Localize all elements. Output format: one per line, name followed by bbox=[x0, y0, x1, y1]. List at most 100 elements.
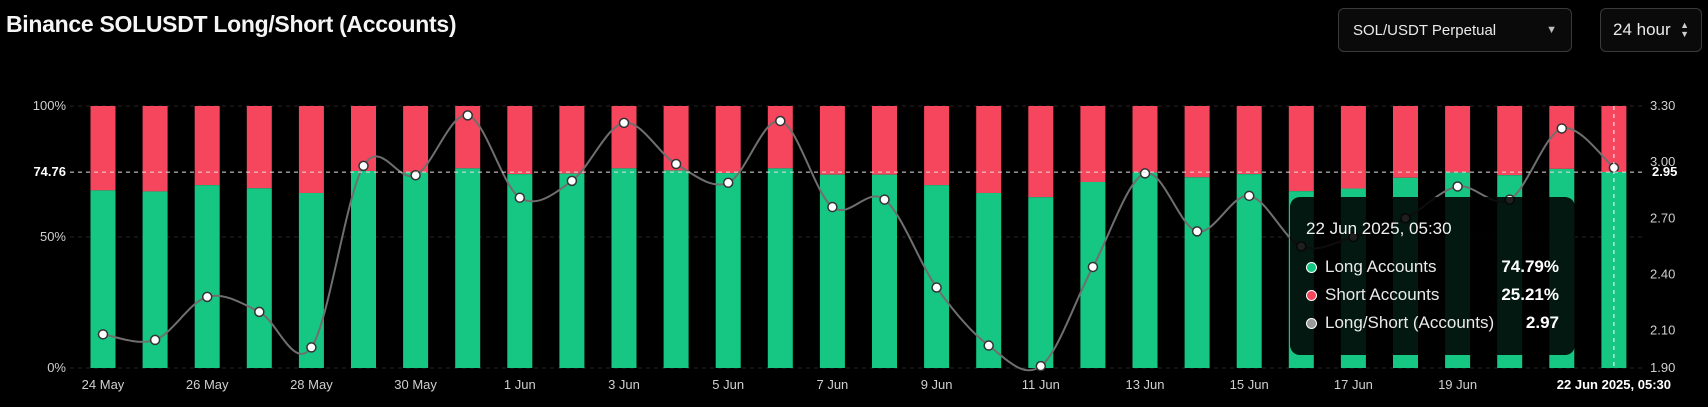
ratio-point bbox=[514, 192, 526, 203]
x-tick-label: 5 Jun bbox=[712, 377, 744, 392]
x-crosshair-label: 22 Jun 2025, 05:30 bbox=[1557, 377, 1671, 392]
page-title: Binance SOLUSDT Long/Short (Accounts) bbox=[6, 11, 457, 37]
tooltip-value: 25.21% bbox=[1501, 285, 1559, 304]
long-bar bbox=[559, 173, 585, 368]
ratio-point bbox=[1191, 226, 1203, 237]
ratio-point bbox=[254, 306, 265, 318]
long-bar bbox=[455, 168, 481, 368]
short-bar bbox=[403, 106, 429, 173]
ratio-point bbox=[149, 334, 161, 346]
ratio-point bbox=[1243, 190, 1255, 202]
short-bar bbox=[715, 106, 741, 174]
ratio-point bbox=[462, 110, 473, 121]
x-tick-label: 26 May bbox=[186, 377, 229, 392]
tooltip: 22 Jun 2025, 05:30 Long Accounts 74.79% … bbox=[1290, 197, 1575, 355]
interval-select[interactable]: 24 hour ▲ ▼ bbox=[1600, 8, 1702, 52]
interval-select-value: 24 hour bbox=[1613, 20, 1671, 39]
long-bar bbox=[872, 174, 897, 368]
left-tick-label: 100% bbox=[33, 98, 67, 113]
short-bar bbox=[924, 106, 950, 186]
short-bar bbox=[194, 106, 220, 186]
x-tick-label: 9 Jun bbox=[921, 377, 953, 392]
long-bar bbox=[1184, 177, 1210, 368]
up-down-chevron-icon: ▲ ▼ bbox=[1680, 20, 1689, 39]
crosshair-left-label: 74.76 bbox=[33, 164, 66, 179]
long-bar bbox=[507, 174, 533, 368]
x-tick-label: 1 Jun bbox=[504, 377, 536, 392]
symbol-select[interactable]: SOL/USDT Perpetual ▼ bbox=[1338, 8, 1572, 52]
short-bar bbox=[819, 106, 845, 175]
short-bar bbox=[246, 106, 272, 189]
x-tick-label: 28 May bbox=[290, 377, 333, 392]
crosshair: 74.76 2.95 bbox=[33, 106, 1677, 368]
long-bar bbox=[246, 188, 272, 368]
x-tick-label: 24 May bbox=[82, 377, 125, 392]
ratio-point bbox=[358, 160, 369, 172]
ratio-point bbox=[1556, 123, 1568, 134]
long-bar bbox=[611, 168, 637, 368]
x-tick-label: 13 Jun bbox=[1125, 377, 1164, 392]
tooltip-label: Long Accounts bbox=[1325, 257, 1437, 276]
short-bar bbox=[559, 106, 585, 174]
short-bar bbox=[298, 106, 324, 193]
x-tick-label: 3 Jun bbox=[608, 377, 640, 392]
short-bar bbox=[872, 106, 897, 175]
ratio-point bbox=[410, 169, 421, 181]
long-bar bbox=[403, 172, 429, 368]
ratio-point bbox=[879, 194, 890, 205]
long-bar bbox=[1028, 197, 1054, 368]
long-bar bbox=[298, 192, 324, 368]
tooltip-value: 2.97 bbox=[1525, 313, 1559, 332]
ratio-point bbox=[931, 282, 942, 293]
long-bar bbox=[351, 170, 376, 368]
long-bar bbox=[663, 170, 689, 368]
short-bar bbox=[351, 106, 376, 171]
short-bar bbox=[1393, 106, 1418, 178]
x-tick-label: 30 May bbox=[394, 377, 437, 392]
tooltip-date: 22 Jun 2025, 05:30 bbox=[1306, 219, 1452, 238]
ratio-point bbox=[722, 177, 734, 188]
short-bar bbox=[611, 106, 637, 169]
long-bar bbox=[715, 173, 741, 368]
right-tick-label: 2.10 bbox=[1650, 323, 1675, 338]
short-bar bbox=[1184, 106, 1210, 178]
left-tick-label: 50% bbox=[40, 229, 66, 244]
long-legend-dot bbox=[1306, 261, 1317, 273]
right-tick-label: 3.00 bbox=[1650, 154, 1675, 169]
tooltip-row-short: Short Accounts 25.21% bbox=[1306, 281, 1559, 309]
tooltip-label: Long/Short (Accounts) bbox=[1325, 313, 1495, 332]
left-tick-label: 0% bbox=[47, 360, 66, 375]
short-bar bbox=[767, 106, 793, 169]
ratio-point bbox=[1087, 261, 1099, 273]
long-bar bbox=[767, 168, 793, 368]
symbol-select-value: SOL/USDT Perpetual bbox=[1353, 21, 1497, 39]
tooltip-row-ratio: Long/Short (Accounts) 2.97 bbox=[1306, 309, 1559, 337]
right-tick-label: 3.30 bbox=[1650, 98, 1675, 113]
axes: 0% 50% 100% 1.90 2.10 2.40 2.70 3.00 3.30 24 May 2… bbox=[33, 98, 1676, 392]
long-bar bbox=[194, 185, 220, 368]
x-tick-label: 19 Jun bbox=[1438, 377, 1477, 392]
ratio-point bbox=[670, 158, 682, 170]
short-bar bbox=[1028, 106, 1054, 198]
long-bar bbox=[90, 190, 116, 368]
ratio-point bbox=[201, 291, 213, 303]
short-bar bbox=[1080, 106, 1106, 182]
short-bar bbox=[976, 106, 1002, 193]
x-tick-label: 7 Jun bbox=[816, 377, 848, 392]
ratio-point bbox=[983, 340, 994, 351]
short-legend-dot bbox=[1306, 289, 1317, 301]
long-bar bbox=[1236, 174, 1262, 368]
short-bar bbox=[1445, 106, 1471, 173]
tooltip-label: Short Accounts bbox=[1325, 285, 1440, 304]
ratio-point bbox=[775, 115, 786, 127]
short-bar bbox=[1288, 106, 1314, 192]
short-bar bbox=[142, 106, 168, 192]
ratio-point bbox=[566, 175, 578, 187]
right-tick-label: 1.90 bbox=[1650, 360, 1675, 375]
chevron-down-icon: ▼ bbox=[1546, 24, 1557, 36]
ratio-point bbox=[1139, 168, 1151, 179]
ratio-point bbox=[618, 117, 630, 129]
x-tick-label: 11 Jun bbox=[1022, 377, 1060, 392]
short-bar bbox=[1497, 106, 1523, 176]
short-bar bbox=[90, 106, 116, 191]
